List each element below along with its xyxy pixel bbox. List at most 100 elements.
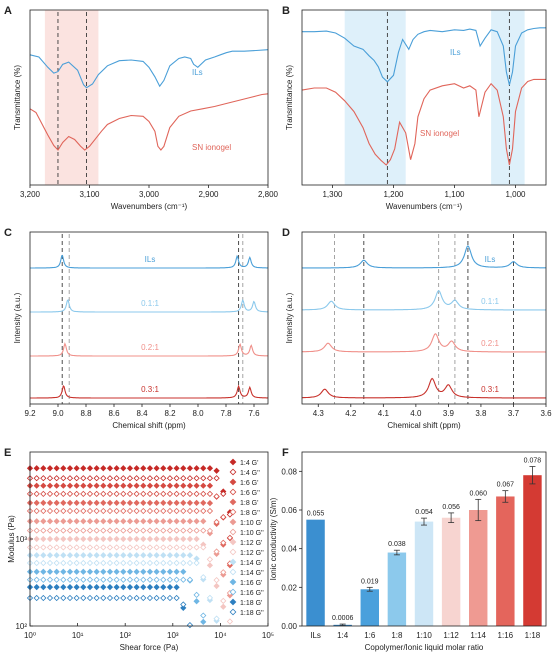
- data-point: [66, 490, 74, 498]
- data-point: [140, 490, 147, 498]
- data-point: [206, 482, 214, 489]
- data-point: [40, 518, 47, 525]
- series-label: ILs: [485, 255, 496, 264]
- data-point: [173, 584, 180, 591]
- data-point: [133, 594, 140, 602]
- data-point: [140, 559, 147, 567]
- data-point: [66, 482, 74, 489]
- data-point: [80, 576, 87, 583]
- data-point: [113, 490, 120, 498]
- data-point: [133, 535, 140, 543]
- data-point: [126, 475, 134, 482]
- series-label: 0.1:1: [481, 297, 499, 306]
- data-point: [186, 482, 194, 489]
- data-point: [66, 518, 74, 525]
- legend-marker: [229, 558, 237, 566]
- x-axis-label: Wavenumbers (cm⁻¹): [386, 202, 463, 211]
- data-point: [173, 482, 180, 489]
- data-point: [73, 544, 80, 551]
- data-point: [46, 475, 54, 482]
- data-point: [160, 535, 167, 543]
- series-label: ILs: [145, 255, 156, 264]
- panel-letter: F: [282, 447, 289, 459]
- data-point: [126, 583, 134, 591]
- data-point: [73, 568, 80, 575]
- data-point: [220, 539, 227, 546]
- y-axis-label: Modulus (Pa): [7, 515, 16, 563]
- data-point: [53, 568, 60, 575]
- data-point: [113, 544, 120, 551]
- data-point: [33, 475, 40, 482]
- data-point: [160, 552, 167, 559]
- data-point: [46, 535, 54, 543]
- data-point: [80, 490, 87, 498]
- panel-letter: B: [282, 5, 290, 17]
- x-tick-label: 1,000: [505, 190, 526, 199]
- data-point: [160, 568, 167, 575]
- data-point: [60, 465, 67, 472]
- data-point: [186, 507, 194, 515]
- panel-E: E 10⁰ 10¹ 10² 10³ 10⁴ 10⁵ 10² 10³ Shear force (Pa…: [4, 447, 274, 652]
- series-label: 0.1:1: [141, 299, 159, 308]
- data-point: [113, 507, 120, 515]
- data-point: [73, 499, 80, 507]
- data-point: [200, 475, 207, 482]
- data-point: [73, 518, 80, 525]
- legend-marker: [229, 598, 237, 606]
- data-point: [33, 583, 40, 591]
- data-point: [180, 576, 187, 583]
- data-point: [113, 594, 120, 602]
- data-point: [166, 552, 174, 559]
- data-point: [133, 583, 140, 591]
- data-point: [53, 594, 60, 602]
- data-point: [173, 499, 180, 507]
- series-line: [30, 298, 268, 313]
- data-point: [80, 518, 87, 525]
- data-point: [173, 518, 180, 525]
- data-point: [153, 535, 160, 543]
- series-line: [30, 384, 268, 399]
- legend-label: 1:14 G'': [240, 570, 264, 577]
- data-point: [120, 568, 127, 575]
- data-point: [206, 490, 214, 498]
- x-tick-label: 10⁴: [214, 631, 227, 640]
- data-point: [86, 507, 94, 515]
- data-point: [113, 465, 120, 472]
- data-point: [180, 604, 187, 612]
- data-point: [66, 544, 74, 551]
- data-point: [166, 535, 174, 543]
- data-point: [206, 475, 214, 482]
- panel-letter: C: [4, 227, 12, 239]
- data-point: [73, 583, 80, 591]
- x-tick-label: 7.8: [220, 409, 232, 418]
- data-point: [100, 499, 107, 507]
- data-point: [33, 482, 40, 489]
- x-tick-label: 1,300: [322, 190, 343, 199]
- data-point: [146, 552, 154, 559]
- data-point: [160, 518, 167, 525]
- data-point: [106, 583, 114, 591]
- data-point: [46, 552, 54, 559]
- x-tick-label: 2,800: [258, 190, 279, 199]
- x-tick-label: 1:6: [364, 631, 376, 640]
- x-axis-label: Wavenumbers (cm⁻¹): [111, 202, 188, 211]
- series-points: [26, 594, 194, 629]
- data-point: [86, 475, 94, 482]
- data-label: 0.060: [469, 490, 487, 497]
- y-axis-label: Intensity (a.u.): [285, 292, 294, 343]
- data-point: [160, 559, 167, 567]
- data-point: [153, 482, 160, 489]
- series-points: [26, 576, 207, 619]
- data-point: [60, 527, 67, 534]
- y-axis-label: Transmittance (%): [285, 65, 294, 130]
- data-point: [60, 535, 67, 543]
- data-point: [180, 475, 187, 482]
- series-line: [302, 333, 546, 353]
- data-point: [153, 583, 160, 591]
- data-point: [80, 507, 87, 515]
- x-tick-label: 1:16: [498, 631, 514, 640]
- data-point: [46, 576, 54, 583]
- data-point: [46, 527, 54, 534]
- x-tick-label: 3,100: [79, 190, 100, 199]
- data-point: [120, 576, 127, 583]
